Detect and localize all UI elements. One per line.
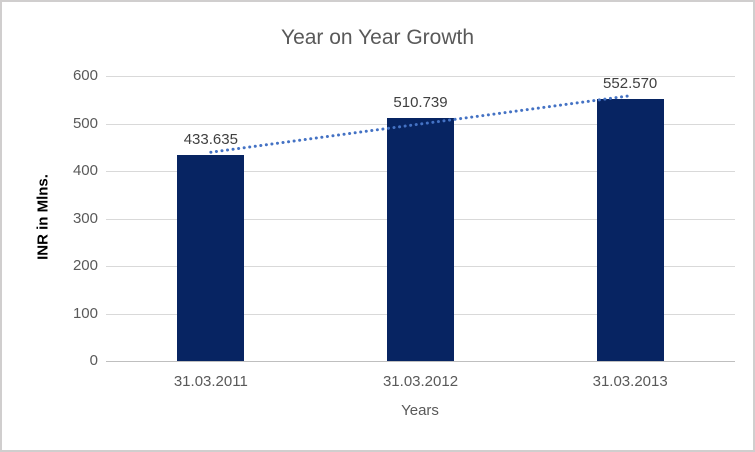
plot-area: 433.635 510.739 552.570 xyxy=(106,74,735,362)
y-tick-label: 0 xyxy=(89,352,98,369)
x-axis-line xyxy=(106,361,735,362)
data-label: 552.570 xyxy=(603,74,658,92)
x-tick-label: 31.03.2011 xyxy=(173,373,248,390)
x-tick-label: 31.03.2013 xyxy=(592,373,668,390)
y-tick-label: 100 xyxy=(72,304,98,322)
data-label: 433.635 xyxy=(183,131,238,149)
bar xyxy=(387,118,454,361)
y-tick-label: 300 xyxy=(72,209,98,227)
gridline xyxy=(106,76,735,77)
data-label: 510.739 xyxy=(393,94,448,112)
y-tick-label: 200 xyxy=(72,257,98,274)
bar xyxy=(596,98,664,361)
x-axis-title: Years xyxy=(401,402,439,419)
y-tick-label: 400 xyxy=(72,162,98,179)
chart-title: Year on Year Growth xyxy=(280,26,475,49)
y-tick-label: 500 xyxy=(72,114,98,132)
bar xyxy=(177,155,245,361)
x-tick-label: 31.03.2012 xyxy=(382,373,459,390)
y-tick-label: 600 xyxy=(72,67,98,84)
